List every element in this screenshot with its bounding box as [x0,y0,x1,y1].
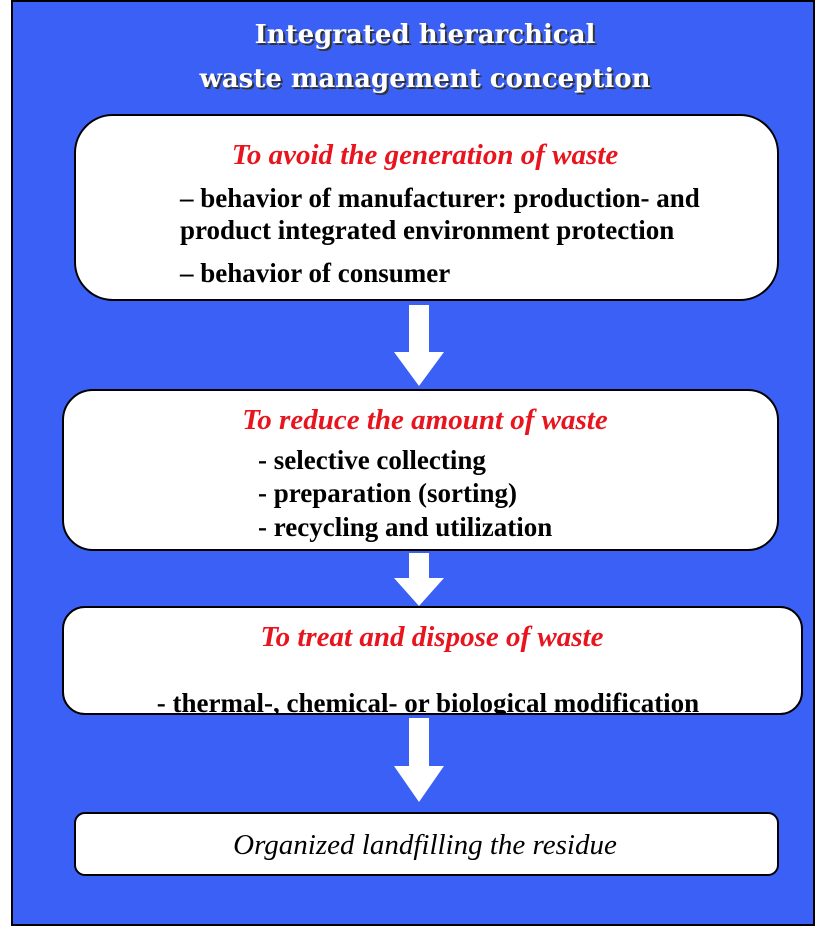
arrow [394,718,444,802]
node-title: To reduce the amount of waste [242,404,608,436]
node-box [62,389,779,551]
arrow [394,305,444,386]
node-title: Organized landfilling the residue [233,829,617,861]
node-line: product integrated environment protectio… [180,215,674,245]
node-line: - thermal-, chemical- or biological modi… [157,688,699,718]
title-shadow: Integrated hierarchical [257,22,598,52]
node-box [74,812,779,876]
title-shadow: waste management conception [200,66,652,96]
node-title: To treat and dispose of waste [261,621,604,653]
node-line: - recycling and utilization [258,512,552,542]
node-line: - preparation (sorting) [258,478,517,508]
node-line: – behavior of consumer [179,258,450,288]
arrow [394,553,444,606]
node-box [74,114,779,301]
node-title: To avoid the generation of waste [232,139,619,171]
node-line: - selective collecting [258,445,486,475]
title: Integrated hierarchical [255,20,596,50]
node-box [62,606,803,715]
node-line: – behavior of manufacturer: production- … [179,183,700,213]
title: waste management conception [198,64,650,94]
